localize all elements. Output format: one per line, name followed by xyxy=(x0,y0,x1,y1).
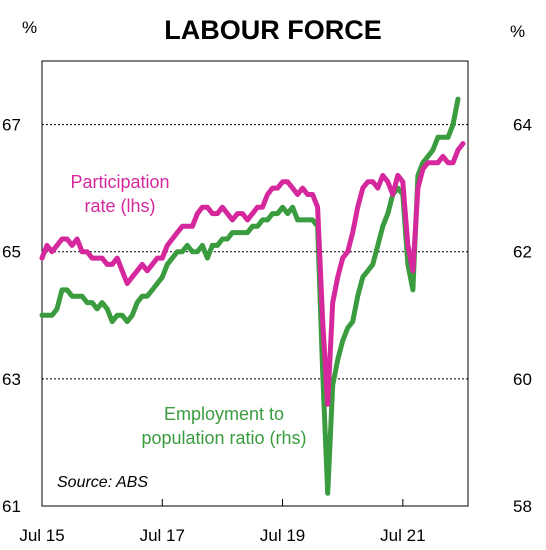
y-axis-labels: 61 63 65 67 58 60 62 64 xyxy=(2,116,532,516)
employment-annotation-line1: Employment to xyxy=(164,404,284,424)
source-note: Source: ABS xyxy=(57,474,148,491)
left-axis-tick-label: 61 xyxy=(2,497,21,516)
series-lines xyxy=(39,96,466,496)
participation-annotation-line2: rate (lhs) xyxy=(84,196,155,216)
plot-frame xyxy=(41,60,469,507)
left-axis-tick-label: 67 xyxy=(2,116,21,135)
left-axis-tick-label: 63 xyxy=(2,370,21,389)
left-axis-unit: % xyxy=(22,18,37,37)
right-axis-tick-label: 60 xyxy=(513,370,532,389)
x-tick-label: Jul 21 xyxy=(380,526,425,545)
chart-title: LABOUR FORCE xyxy=(164,15,382,45)
participation-rate-line xyxy=(39,141,466,407)
right-axis-tick-label: 62 xyxy=(513,243,532,262)
left-axis-tick-label: 65 xyxy=(2,243,21,262)
right-axis-tick-label: 58 xyxy=(513,497,532,516)
employment-annotation-line2: population ratio (rhs) xyxy=(141,428,306,448)
x-tick-label: Jul 19 xyxy=(260,526,305,545)
employment-ratio-line xyxy=(39,96,461,496)
right-axis-tick-label: 64 xyxy=(513,116,532,135)
x-tick-label: Jul 17 xyxy=(140,526,185,545)
participation-annotation-line1: Participation xyxy=(70,172,169,192)
x-tick-label: Jul 15 xyxy=(19,526,64,545)
gridlines xyxy=(42,124,468,380)
x-axis-ticks: Jul 15 Jul 17 Jul 19 Jul 21 xyxy=(19,499,426,545)
right-axis-unit: % xyxy=(510,22,525,41)
